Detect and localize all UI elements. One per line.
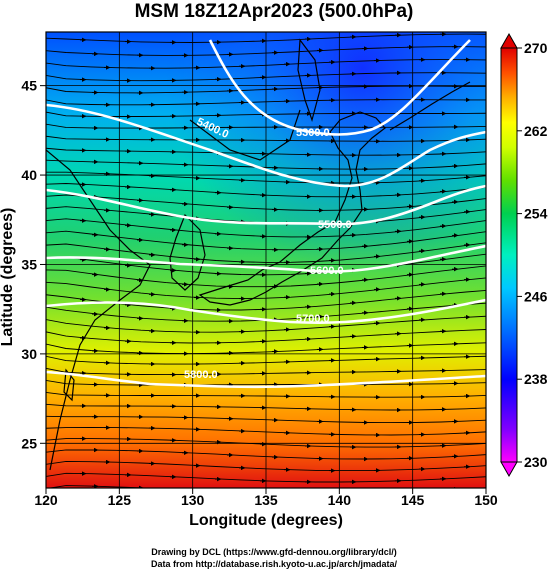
contour-labels: 5300.0 5400.0 5500.0 5600.0 5700.0 5800.… [184, 116, 352, 381]
streamline [46, 59, 486, 69]
streamline [46, 460, 486, 472]
credit-drawing: Drawing by DCL (https://www.gfd-dennou.o… [151, 547, 397, 557]
y-axis-label: Latitude (degrees) [0, 207, 16, 347]
colorbar-tick-label: 246 [524, 288, 548, 304]
coastlines [46, 38, 471, 471]
x-tick-label: 135 [254, 492, 278, 508]
contour-label-5600: 5600.0 [310, 265, 344, 277]
streamline [46, 415, 486, 424]
streamline [46, 159, 486, 170]
streamline [46, 123, 486, 129]
coastline-korea [169, 213, 206, 291]
x-tick-label: 125 [108, 492, 132, 508]
contour-label-5500: 5500.0 [318, 219, 352, 231]
x-tick-label: 145 [401, 492, 425, 508]
streamline [46, 379, 486, 386]
contour-label-5700: 5700.0 [296, 313, 330, 325]
colorbar-bottom-triangle [500, 461, 518, 478]
colorbar: 270 262 254 246 238 230 [500, 32, 548, 478]
contour-line-5600 [46, 244, 486, 273]
contour-line-5300 [208, 39, 471, 136]
streamline [46, 242, 486, 263]
contour-line-5400 [46, 103, 486, 188]
contour-line-5500 [46, 184, 486, 226]
credit-data: Data from http://database.rish.kyoto-u.a… [150, 559, 398, 569]
streamline [46, 277, 486, 300]
streamline [46, 315, 486, 333]
colorbar-tick-label: 262 [524, 123, 548, 139]
streamline [46, 46, 486, 56]
x-tick-label: 140 [328, 492, 352, 508]
x-tick-label: 130 [181, 492, 205, 508]
colorbar-ticks: 270 262 254 246 238 230 [517, 40, 548, 470]
streamline [46, 355, 486, 365]
coastline-japan [198, 111, 386, 306]
streamline [46, 135, 486, 142]
streamline [47, 485, 486, 488]
coastline-sakhalin [297, 38, 321, 123]
contour-line-5800 [46, 370, 486, 389]
wind-streamlines [46, 32, 486, 488]
coastline-taiwan [63, 368, 75, 402]
colorbar-tick-label: 238 [524, 371, 548, 387]
x-tick-label: 150 [474, 492, 498, 508]
colorbar-tick-label: 270 [524, 40, 548, 56]
y-tick-label: 35 [21, 256, 37, 272]
contour-label-5800: 5800.0 [184, 369, 218, 381]
x-axis: 120 125 130 135 140 145 150 [34, 488, 498, 508]
height-contours [46, 39, 486, 389]
y-tick-label: 30 [21, 346, 37, 362]
streamline [46, 391, 486, 398]
colorbar-tick-label: 254 [524, 206, 548, 222]
y-tick-label: 25 [21, 435, 37, 451]
x-axis-label: Longitude (degrees) [189, 512, 343, 529]
coastline-china [46, 149, 151, 471]
streamline [46, 99, 486, 106]
coastline-kurils [389, 81, 471, 131]
streamline [46, 230, 486, 251]
y-tick-label: 45 [21, 78, 37, 94]
streamline [46, 194, 486, 211]
colorbar-body [500, 47, 518, 463]
contour-line-5700 [46, 298, 486, 325]
streamline [46, 342, 486, 355]
y-tick-label: 40 [21, 167, 37, 183]
streamline [46, 265, 486, 288]
contour-label-5300: 5300.0 [296, 127, 330, 139]
streamline [46, 85, 486, 94]
y-axis: 25 30 35 40 45 [21, 78, 46, 451]
colorbar-tick-label: 230 [524, 454, 548, 470]
streamline [46, 427, 486, 436]
x-tick-label: 120 [34, 492, 58, 508]
map-title: MSM 18Z12Apr2023 (500.0hPa) [134, 1, 414, 22]
streamline [46, 449, 486, 460]
colorbar-top-triangle [500, 32, 518, 49]
streamline [46, 171, 486, 184]
